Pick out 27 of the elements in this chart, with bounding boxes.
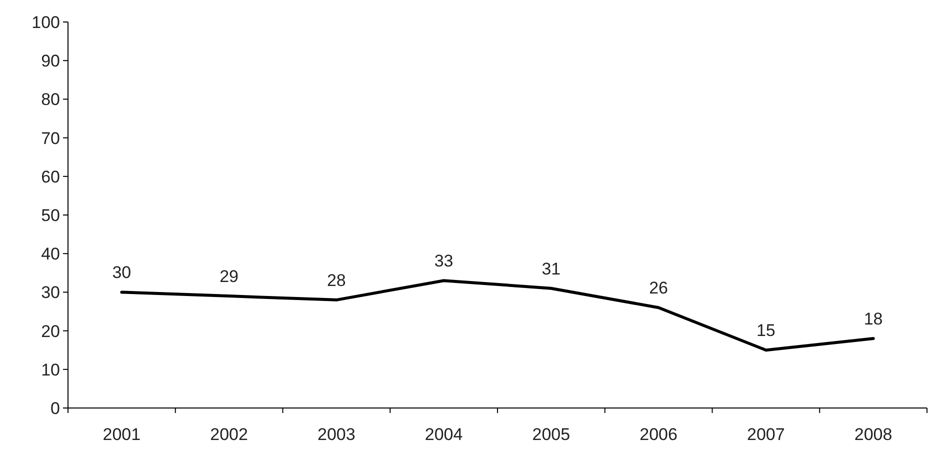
y-tick-label: 70 (41, 128, 60, 148)
data-label: 33 (434, 252, 454, 271)
y-tick-label: 90 (41, 52, 60, 71)
data-label: 30 (112, 263, 132, 282)
y-tick-label: 60 (41, 167, 60, 186)
y-tick-label: 10 (41, 360, 60, 380)
y-tick-label: 80 (41, 90, 60, 110)
data-label: 26 (649, 278, 668, 298)
data-label: 28 (326, 270, 346, 290)
y-tick-label: 100 (32, 12, 60, 32)
x-tick-label: 2003 (318, 425, 356, 444)
data-label: 31 (542, 259, 561, 278)
x-tick-label: 2006 (640, 425, 678, 444)
x-tick-label: 2007 (747, 425, 785, 444)
x-tick-label: 2005 (532, 425, 570, 444)
y-tick-label: 0 (50, 398, 60, 418)
y-tick-label: 20 (41, 322, 60, 341)
y-tick-label: 30 (41, 283, 60, 302)
x-tick-label: 2002 (210, 425, 248, 444)
data-label: 18 (864, 310, 883, 329)
data-label: 15 (756, 321, 776, 340)
y-tick-label: 40 (41, 244, 60, 264)
data-label: 29 (220, 267, 239, 286)
x-tick-label: 2008 (854, 425, 892, 444)
y-tick-label: 50 (41, 206, 60, 225)
x-tick-label: 2004 (424, 425, 463, 444)
x-tick-label: 2001 (102, 425, 141, 444)
